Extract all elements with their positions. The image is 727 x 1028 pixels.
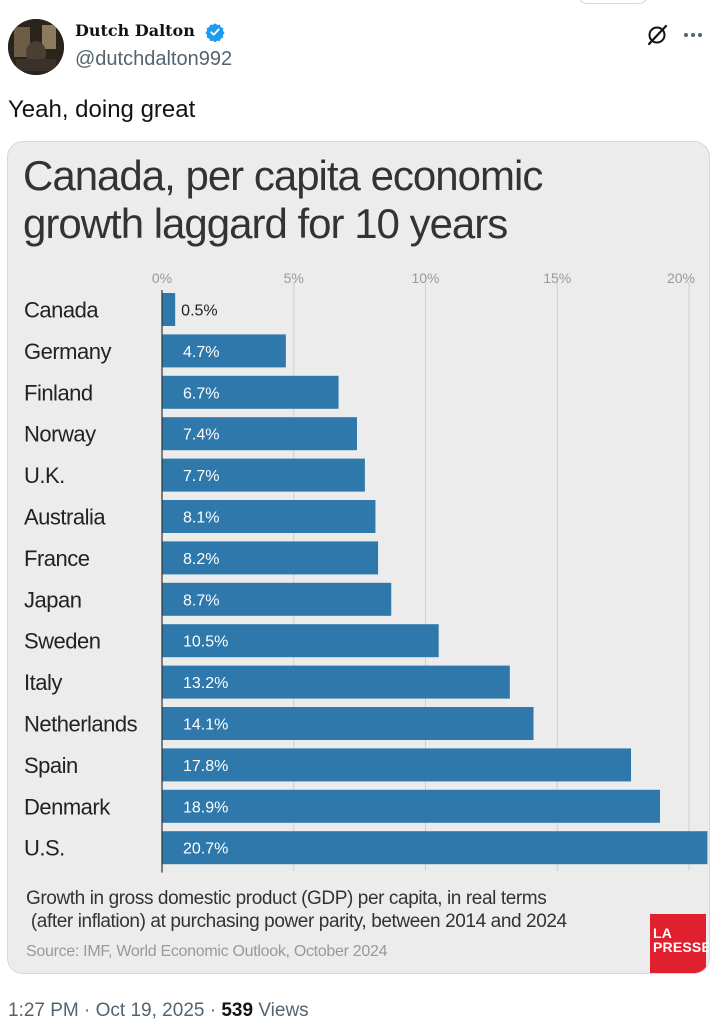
tweet-media-image[interactable]: Canada, per capita economic growth lagga… <box>7 141 710 974</box>
value-label: 8.1% <box>183 510 219 527</box>
bar <box>162 541 379 575</box>
category-label: Spain <box>24 753 78 778</box>
category-label: Canada <box>24 298 99 323</box>
views-label: Views <box>258 1000 309 1021</box>
tweet-date[interactable]: Oct 19, 2025 <box>95 1000 205 1021</box>
bar <box>162 789 661 823</box>
bar <box>162 417 357 451</box>
value-label: 8.7% <box>183 592 219 609</box>
bar-chart: 0% 5% 10% 15% 20% Canada 0.5% Germany 4.7% Finlan… <box>24 270 708 873</box>
x-tick-label: 15% <box>543 270 571 286</box>
top-overflow-pill <box>578 0 648 4</box>
bar <box>162 624 439 658</box>
category-label: Finland <box>24 380 93 405</box>
tweet-time[interactable]: 1:27 PM <box>8 1000 79 1021</box>
bar <box>162 334 286 368</box>
views-count: 539 <box>221 1000 254 1021</box>
meta-separator: · <box>209 1000 217 1021</box>
bar <box>162 458 365 492</box>
chart-footnote-line: Growth in gross domestic product (GDP) p… <box>26 888 547 909</box>
bar <box>162 375 339 409</box>
bar <box>162 748 632 782</box>
verified-badge-icon <box>205 23 225 42</box>
category-label: U.S. <box>24 836 65 861</box>
bar <box>162 707 534 740</box>
chart-title: Canada, per capita economic growth lagga… <box>23 152 623 248</box>
avatar[interactable] <box>8 19 64 75</box>
la-presse-logo: LA PRESSE <box>650 914 710 973</box>
bar <box>162 293 176 326</box>
x-tick-label: 5% <box>284 270 304 286</box>
meta-separator: · <box>84 1000 91 1021</box>
x-tick-label: 20% <box>667 270 695 286</box>
category-label: Sweden <box>24 629 101 654</box>
chart-source: Source: IMF, World Economic Outlook, Oct… <box>26 943 388 960</box>
bar <box>162 831 708 865</box>
x-tick-label: 10% <box>411 270 439 286</box>
chart-title-line: growth laggard for 10 years <box>23 200 508 247</box>
category-label: Denmark <box>24 794 111 819</box>
tweet-text: Yeah, doing great <box>8 96 196 123</box>
value-label: 0.5% <box>181 303 217 320</box>
value-label: 6.7% <box>183 385 219 402</box>
value-label: 18.9% <box>183 799 228 816</box>
bar <box>162 665 510 699</box>
x-tick-label: 0% <box>152 270 172 286</box>
value-label: 13.2% <box>183 675 228 692</box>
category-label: Australia <box>24 505 106 530</box>
chart-footnote: Growth in gross domestic product (GDP) p… <box>26 887 626 933</box>
author-handle[interactable]: @dutchdalton992 <box>75 48 233 70</box>
value-label: 7.7% <box>183 468 219 485</box>
bar <box>162 582 392 616</box>
logo-line: LA <box>653 925 673 941</box>
chart-title-line: Canada, per capita economic <box>23 152 543 199</box>
value-label: 10.5% <box>183 634 228 651</box>
value-label: 20.7% <box>183 841 228 858</box>
bar <box>162 500 376 533</box>
category-label: Netherlands <box>24 712 138 737</box>
value-label: 14.1% <box>183 717 228 734</box>
category-label: Germany <box>24 339 111 364</box>
chart-footnote-line: (after inflation) at purchasing power pa… <box>26 911 567 932</box>
tweet-meta: 1:27 PM · Oct 19, 2025 · 539 Views <box>8 1000 309 1022</box>
author-name[interactable]: Dutch Dalton <box>75 21 195 40</box>
more-options-icon[interactable] <box>680 22 706 48</box>
grok-icon[interactable] <box>645 23 669 47</box>
logo-line: PRESSE <box>653 939 710 955</box>
value-label: 17.8% <box>183 758 228 775</box>
category-label: Norway <box>24 422 96 447</box>
value-label: 7.4% <box>183 427 219 444</box>
category-label: U.K. <box>24 463 65 488</box>
category-label: Japan <box>24 587 81 612</box>
category-label: Italy <box>24 670 62 695</box>
category-label: France <box>24 546 90 571</box>
value-label: 8.2% <box>183 551 219 568</box>
value-label: 4.7% <box>183 344 219 361</box>
